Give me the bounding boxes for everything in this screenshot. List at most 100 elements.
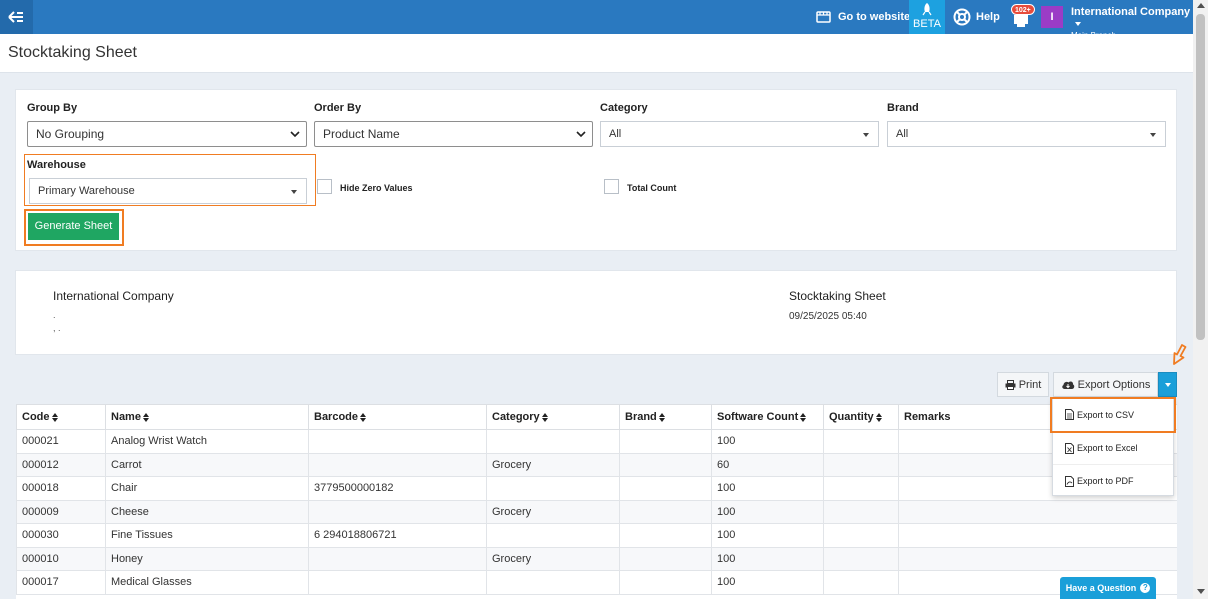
cell-barcode (308, 570, 487, 595)
group-by-select[interactable]: No Grouping (27, 121, 307, 147)
total-count-label: Total Count (627, 183, 677, 193)
help-link[interactable]: Help (953, 0, 1000, 34)
column-header-label: Category (492, 411, 540, 423)
lifebuoy-icon (953, 8, 971, 26)
cell-name: Carrot (105, 452, 309, 477)
cell-name: Analog Wrist Watch (105, 429, 309, 454)
arrow-left-icon (8, 11, 23, 23)
sidebar-toggle-button[interactable] (0, 0, 33, 34)
cell-code: 000030 (16, 523, 106, 548)
export-options-button[interactable]: Export Options (1053, 372, 1158, 397)
info-sheet-date: 09/25/2025 05:40 (789, 311, 867, 322)
column-header-category[interactable]: Category (486, 404, 620, 430)
cell-software-count: 100 (711, 523, 824, 548)
column-header-label: Barcode (314, 411, 359, 423)
chevron-down-icon (576, 131, 586, 138)
cell-name: Medical Glasses (105, 570, 309, 595)
export-csv-highlight (1050, 397, 1176, 433)
column-header-label: Name (111, 411, 141, 423)
export-dropdown-toggle[interactable] (1158, 372, 1177, 397)
cell-remarks (898, 523, 1177, 548)
column-header-code[interactable]: Code (16, 404, 106, 430)
cell-name: Cheese (105, 499, 309, 524)
export-csv-menu-item[interactable]: Export to CSV (1053, 398, 1173, 431)
export-dropdown-menu: Export to CSV Export to Excel Export to … (1052, 397, 1174, 496)
hint-arrow-icon (1173, 344, 1187, 365)
sort-icon (541, 412, 549, 422)
top-navbar: Go to website BETA Help 102+ I Internati… (0, 0, 1193, 40)
cell-barcode (308, 452, 487, 477)
export-options-label: Export Options (1077, 378, 1151, 391)
go-to-website-label: Go to website (838, 11, 911, 23)
info-company-name: International Company (53, 289, 174, 303)
file-pdf-icon (1065, 475, 1074, 487)
column-header-name[interactable]: Name (105, 404, 309, 430)
page-header: Stocktaking Sheet (0, 34, 1193, 73)
column-header-brand[interactable]: Brand (619, 404, 712, 430)
print-label: Print (1018, 378, 1042, 391)
inbox-tray-icon (1014, 15, 1028, 27)
storefront-icon (816, 11, 831, 23)
column-header-label: Code (22, 411, 50, 423)
column-header-quantity[interactable]: Quantity (823, 404, 899, 430)
file-excel-icon (1065, 442, 1074, 454)
info-address-line2: , . (53, 323, 61, 333)
category-select[interactable]: All (600, 121, 879, 147)
cell-quantity (823, 570, 899, 595)
chevron-down-icon (290, 131, 300, 138)
column-header-software-count[interactable]: Software Count (711, 404, 824, 430)
have-a-question-button[interactable]: Have a Question ? (1060, 577, 1156, 599)
cell-brand (619, 499, 712, 524)
cell-software-count: 100 (711, 570, 824, 595)
column-header-barcode[interactable]: Barcode (308, 404, 487, 430)
hide-zero-values-checkbox[interactable] (317, 179, 332, 194)
caret-down-icon (1165, 383, 1171, 387)
order-by-select[interactable]: Product Name (314, 121, 593, 147)
cell-name: Fine Tissues (105, 523, 309, 548)
total-count-checkbox[interactable] (604, 179, 619, 194)
sort-icon (800, 412, 807, 422)
export-pdf-label: Export to PDF (1077, 476, 1134, 486)
cell-barcode (308, 499, 487, 524)
page-scrollbar[interactable] (1193, 0, 1208, 599)
cell-software-count: 60 (711, 452, 824, 477)
cell-category (486, 570, 620, 595)
page-title: Stocktaking Sheet (8, 44, 137, 61)
export-csv-label: Export to CSV (1077, 409, 1135, 420)
info-address-line1: . (53, 310, 56, 320)
generate-sheet-button[interactable]: Generate Sheet (28, 213, 119, 240)
cell-brand (619, 546, 712, 571)
order-by-label: Order By (314, 102, 362, 114)
cell-code: 000010 (16, 546, 106, 571)
cell-software-count: 100 (711, 429, 824, 454)
scroll-down-arrow-icon[interactable] (1197, 589, 1205, 594)
cell-quantity (823, 499, 899, 524)
cell-barcode: 3779500000182 (308, 476, 487, 501)
filter-panel: Group By No Grouping Order By Product Na… (15, 89, 1177, 251)
brand-select[interactable]: All (887, 121, 1166, 147)
scroll-thumb[interactable] (1196, 14, 1205, 340)
beta-button[interactable]: BETA (909, 0, 945, 34)
cell-software-count: 100 (711, 546, 824, 571)
warehouse-select[interactable]: Primary Warehouse (29, 178, 307, 204)
print-button[interactable]: Print (997, 372, 1049, 397)
notifications-button[interactable] (1010, 4, 1032, 30)
cell-software-count: 100 (711, 499, 824, 524)
column-header-label: Remarks (904, 411, 951, 423)
scroll-up-arrow-icon[interactable] (1197, 3, 1205, 8)
stock-table: Code Name Barcode Category Brand Softwar… (16, 404, 1177, 595)
table-row: 000021 Analog Wrist Watch 100 (16, 429, 1177, 454)
cell-category (486, 429, 620, 454)
cell-quantity (823, 546, 899, 571)
warehouse-value: Primary Warehouse (38, 185, 135, 197)
go-to-website-link[interactable]: Go to website (816, 0, 910, 34)
export-pdf-menu-item[interactable]: Export to PDF (1053, 464, 1173, 497)
sheet-info-panel: International Company . , . Stocktaking … (15, 270, 1177, 355)
group-by-label: Group By (27, 102, 78, 114)
file-csv-icon (1065, 409, 1074, 420)
cell-category: Grocery (486, 499, 620, 524)
avatar[interactable]: I (1041, 6, 1063, 28)
export-excel-menu-item[interactable]: Export to Excel (1053, 431, 1173, 464)
company-name: International Company (1071, 6, 1191, 18)
cell-remarks (898, 499, 1177, 524)
